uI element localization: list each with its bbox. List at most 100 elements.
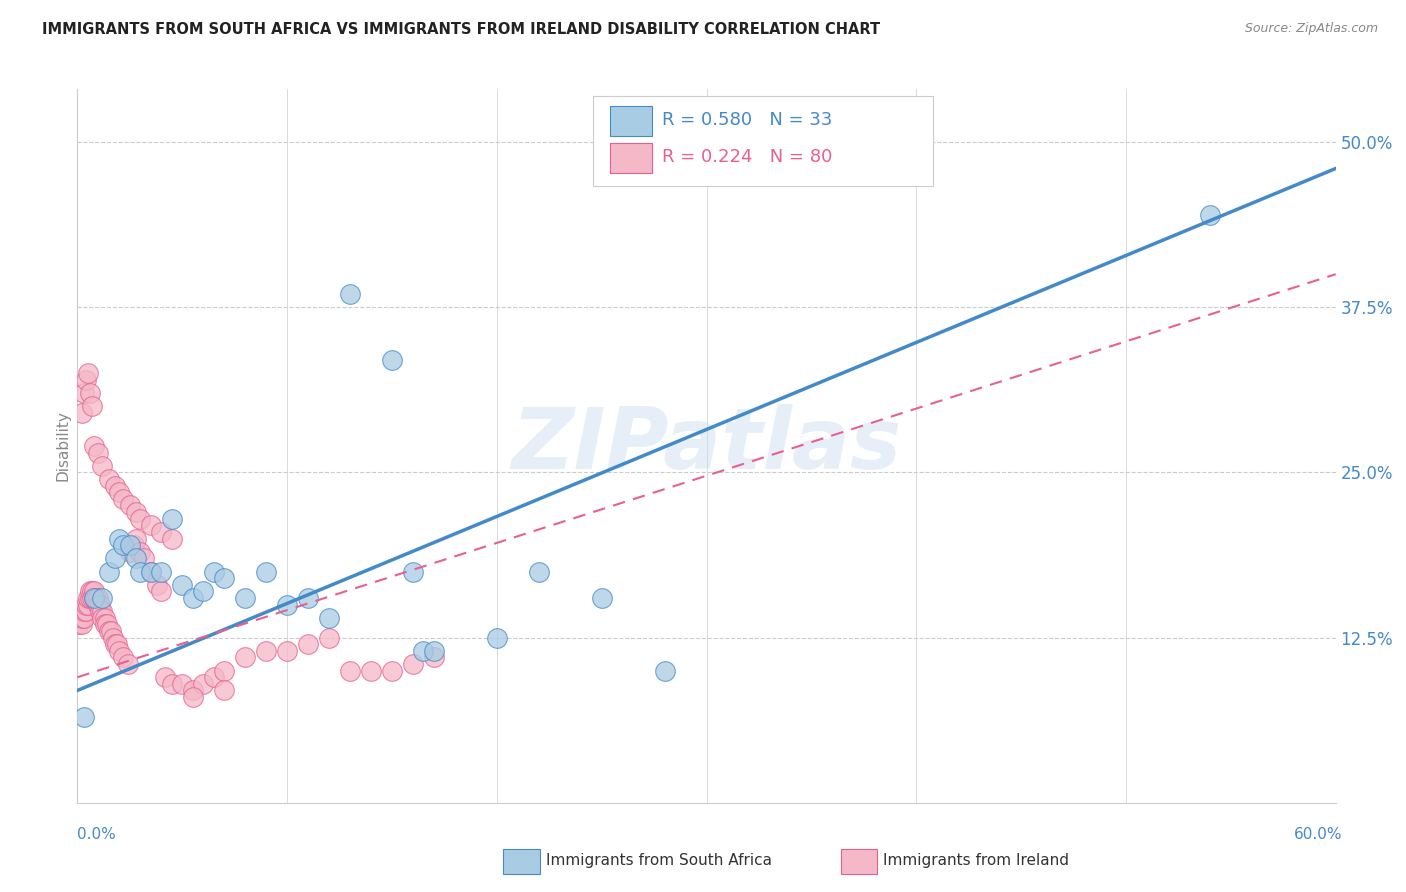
Point xyxy=(181,683,204,698)
Point xyxy=(87,445,110,459)
Point xyxy=(72,604,94,618)
Point xyxy=(339,664,361,678)
Point xyxy=(233,591,256,605)
Point xyxy=(87,598,110,612)
Point xyxy=(84,591,107,605)
Point xyxy=(146,578,169,592)
Point xyxy=(70,611,93,625)
Point xyxy=(233,650,256,665)
Point xyxy=(112,650,135,665)
Point xyxy=(381,353,404,368)
Point xyxy=(118,545,141,559)
Point xyxy=(91,458,114,473)
Point xyxy=(76,591,98,605)
Point xyxy=(339,287,361,301)
Point xyxy=(76,598,98,612)
Text: R = 0.580   N = 33: R = 0.580 N = 33 xyxy=(662,111,832,128)
Point xyxy=(1199,208,1222,222)
Point xyxy=(360,664,382,678)
Point xyxy=(654,664,676,678)
Point xyxy=(83,591,105,605)
Point xyxy=(191,677,215,691)
Point xyxy=(318,631,340,645)
Point xyxy=(160,677,183,691)
Point xyxy=(70,617,93,632)
Text: ZIPatlas: ZIPatlas xyxy=(512,404,901,488)
Point xyxy=(96,617,118,632)
Point xyxy=(134,551,156,566)
Point xyxy=(76,367,98,381)
Point xyxy=(318,611,340,625)
Point xyxy=(72,386,94,401)
Point xyxy=(181,591,204,605)
Point xyxy=(108,485,131,500)
Point xyxy=(91,611,114,625)
Point xyxy=(129,511,152,525)
Point xyxy=(527,565,550,579)
Point xyxy=(172,578,194,592)
Point xyxy=(139,565,162,579)
Point xyxy=(104,478,127,492)
Point xyxy=(108,532,131,546)
Point xyxy=(254,644,277,658)
Point xyxy=(83,584,105,599)
Point xyxy=(101,631,124,645)
Text: Immigrants from South Africa: Immigrants from South Africa xyxy=(546,854,772,868)
Point xyxy=(212,664,235,678)
Point xyxy=(105,637,128,651)
Point xyxy=(122,538,145,552)
Point xyxy=(212,683,235,698)
Point xyxy=(108,644,131,658)
Point xyxy=(202,565,225,579)
Point xyxy=(93,617,115,632)
Point xyxy=(79,584,101,599)
Point xyxy=(139,518,162,533)
FancyBboxPatch shape xyxy=(610,143,652,173)
Point xyxy=(150,524,173,539)
Point xyxy=(80,584,103,599)
Point xyxy=(591,591,613,605)
Point xyxy=(485,631,508,645)
Point xyxy=(297,637,319,651)
Text: IMMIGRANTS FROM SOUTH AFRICA VS IMMIGRANTS FROM IRELAND DISABILITY CORRELATION C: IMMIGRANTS FROM SOUTH AFRICA VS IMMIGRAN… xyxy=(42,22,880,37)
Point xyxy=(70,406,93,420)
Point xyxy=(84,591,107,605)
Point xyxy=(254,565,277,579)
Point xyxy=(172,677,194,691)
Point xyxy=(118,499,141,513)
Point xyxy=(83,439,105,453)
Point xyxy=(402,565,425,579)
Point xyxy=(91,591,114,605)
Point xyxy=(160,511,183,525)
Point xyxy=(297,591,319,605)
Text: R = 0.224   N = 80: R = 0.224 N = 80 xyxy=(662,148,832,166)
FancyBboxPatch shape xyxy=(593,96,934,186)
Point xyxy=(100,624,122,638)
Point xyxy=(75,373,97,387)
Point xyxy=(83,591,105,605)
Text: Source: ZipAtlas.com: Source: ZipAtlas.com xyxy=(1244,22,1378,36)
Point xyxy=(191,584,215,599)
Point xyxy=(423,644,446,658)
Point xyxy=(67,617,90,632)
Point xyxy=(79,591,101,605)
Point xyxy=(423,650,446,665)
Text: 0.0%: 0.0% xyxy=(77,827,117,841)
Point xyxy=(89,598,111,612)
Point xyxy=(112,538,135,552)
Point xyxy=(181,690,204,704)
Point xyxy=(80,400,103,414)
Point xyxy=(72,710,94,724)
Point xyxy=(412,644,434,658)
Point xyxy=(93,611,115,625)
Point xyxy=(80,591,103,605)
Text: Immigrants from Ireland: Immigrants from Ireland xyxy=(883,854,1069,868)
Point xyxy=(125,532,148,546)
Point xyxy=(125,505,148,519)
Point xyxy=(139,565,162,579)
Point xyxy=(79,386,101,401)
Point xyxy=(160,532,183,546)
Point xyxy=(150,584,173,599)
Point xyxy=(112,491,135,506)
Point xyxy=(276,644,298,658)
